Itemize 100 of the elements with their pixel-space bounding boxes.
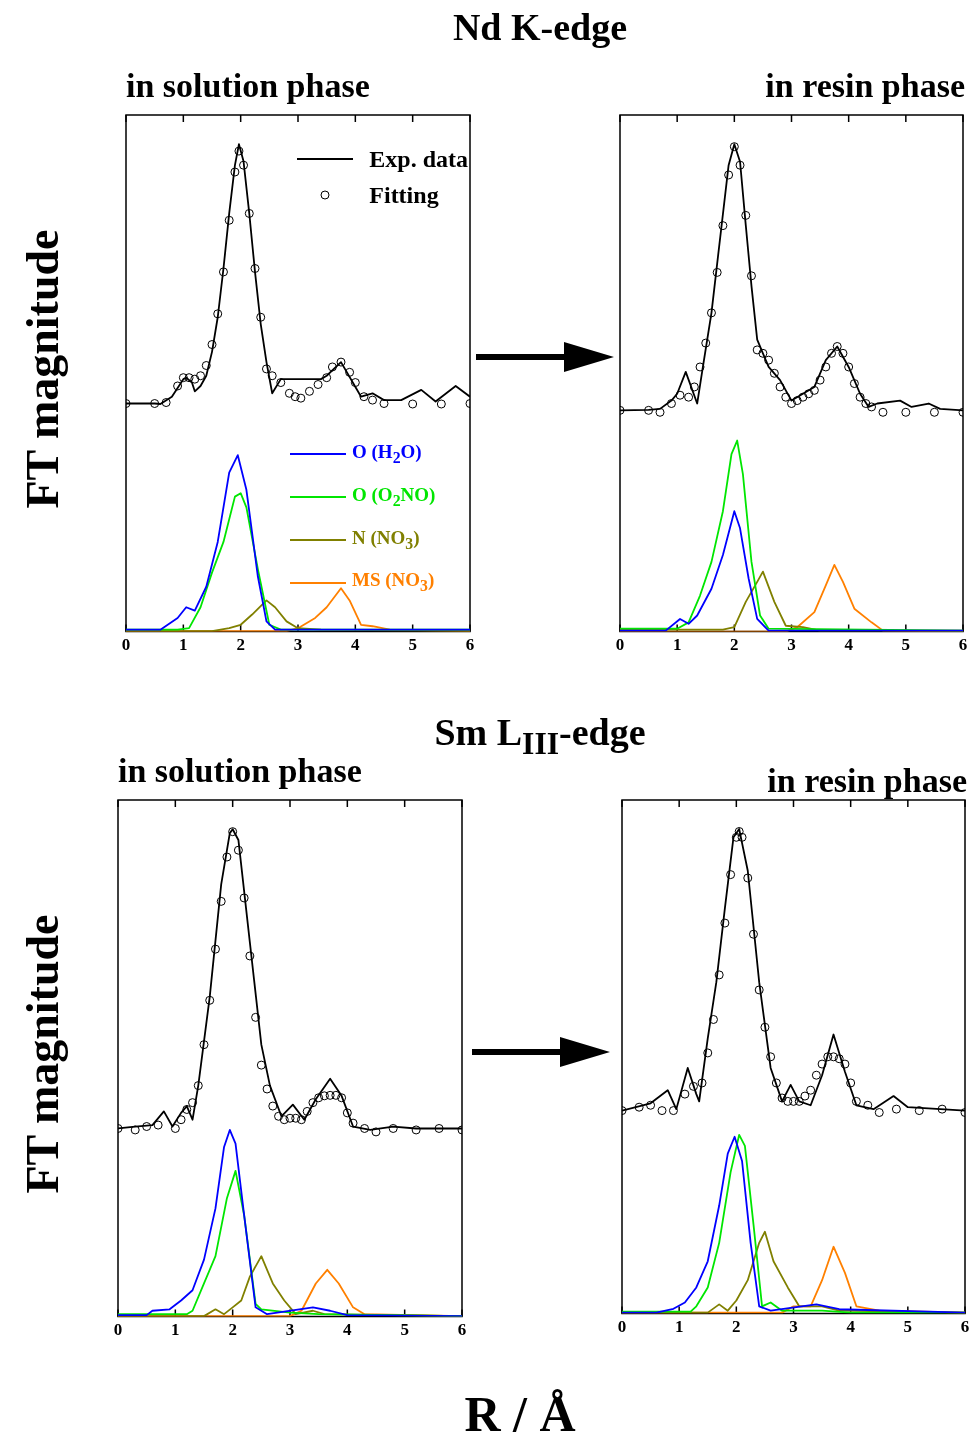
point [775, 382, 785, 392]
point [325, 1090, 335, 1100]
point [296, 393, 306, 403]
point [769, 368, 779, 378]
point [379, 399, 389, 409]
point [937, 1104, 947, 1114]
point [250, 264, 260, 274]
point [251, 1012, 261, 1022]
point [371, 1127, 381, 1137]
legend-label: MS (NO$_{3}$) [352, 568, 435, 597]
point [188, 1098, 198, 1108]
point [764, 355, 774, 365]
point [170, 1123, 180, 1133]
x-tick-label: 0 [121, 635, 131, 655]
point [792, 396, 802, 406]
point [256, 1060, 266, 1070]
point [827, 348, 837, 358]
x-tick-label: 2 [730, 635, 739, 655]
point [760, 1022, 770, 1032]
point [153, 1120, 163, 1130]
point [741, 210, 751, 220]
point [806, 1085, 816, 1095]
x-tick-label: 1 [672, 635, 682, 655]
point [929, 407, 939, 417]
point [834, 1054, 844, 1064]
point [718, 221, 728, 231]
x-tick-label: 1 [179, 635, 188, 655]
x-tick-label: 0 [615, 635, 625, 655]
legend-label: O (H$_{2}$O) [352, 440, 422, 468]
legend-label: Fitting [369, 181, 439, 210]
point [279, 1115, 289, 1125]
x-tick-label: 6 [960, 1317, 970, 1337]
point [276, 378, 286, 388]
point [201, 361, 211, 370]
point [771, 1078, 781, 1088]
x-tick-label: 5 [408, 635, 417, 655]
point [668, 1106, 678, 1116]
point [758, 348, 768, 358]
point [213, 309, 223, 319]
point [724, 170, 734, 180]
point [867, 402, 877, 412]
point [794, 1096, 804, 1106]
point [798, 392, 808, 402]
point [734, 826, 744, 836]
point [388, 1123, 398, 1133]
point [720, 918, 730, 928]
point [684, 392, 694, 402]
x-tick-label: 3 [787, 635, 796, 655]
point [844, 362, 854, 372]
x-tick-label: 6 [958, 635, 968, 655]
point [161, 398, 171, 408]
point [348, 1118, 358, 1128]
point [196, 371, 206, 381]
point [823, 1052, 833, 1062]
point [689, 382, 699, 392]
point [789, 1096, 798, 1106]
point [130, 1125, 140, 1135]
point [234, 146, 244, 156]
point [337, 1093, 347, 1103]
point [675, 390, 685, 400]
point [783, 1096, 793, 1106]
point [182, 1104, 192, 1114]
point [184, 373, 194, 383]
point [804, 389, 814, 399]
x-tick-label: 0 [113, 1320, 123, 1340]
point [726, 870, 736, 880]
point [731, 832, 741, 842]
chart-subtitle: in resin phase [765, 67, 965, 105]
point [781, 392, 791, 402]
point [787, 399, 796, 409]
point [735, 160, 745, 170]
point [408, 399, 418, 409]
point [244, 208, 254, 218]
point [846, 1078, 856, 1088]
point [199, 1040, 209, 1050]
x-tick-label: 3 [789, 1317, 798, 1337]
x-tick-label: 5 [901, 635, 911, 655]
point [284, 388, 294, 398]
point [754, 985, 764, 995]
point [644, 405, 654, 415]
point [224, 215, 234, 225]
point [688, 1081, 698, 1091]
x-tick-label: 1 [674, 1317, 684, 1337]
point [336, 357, 346, 367]
x-tick-label: 4 [846, 1317, 856, 1337]
point [657, 1106, 667, 1116]
point [646, 1100, 656, 1110]
point [207, 340, 217, 350]
point [855, 392, 865, 402]
point [817, 1059, 827, 1069]
point [142, 1122, 152, 1132]
point [874, 1108, 884, 1118]
point [434, 1123, 444, 1133]
point [216, 896, 226, 906]
point [891, 1104, 901, 1114]
x-tick-label: 4 [351, 635, 361, 655]
point [150, 399, 160, 409]
x-tick-label: 2 [228, 1320, 237, 1340]
point [360, 1123, 370, 1133]
x-tick-label: 5 [903, 1317, 913, 1337]
